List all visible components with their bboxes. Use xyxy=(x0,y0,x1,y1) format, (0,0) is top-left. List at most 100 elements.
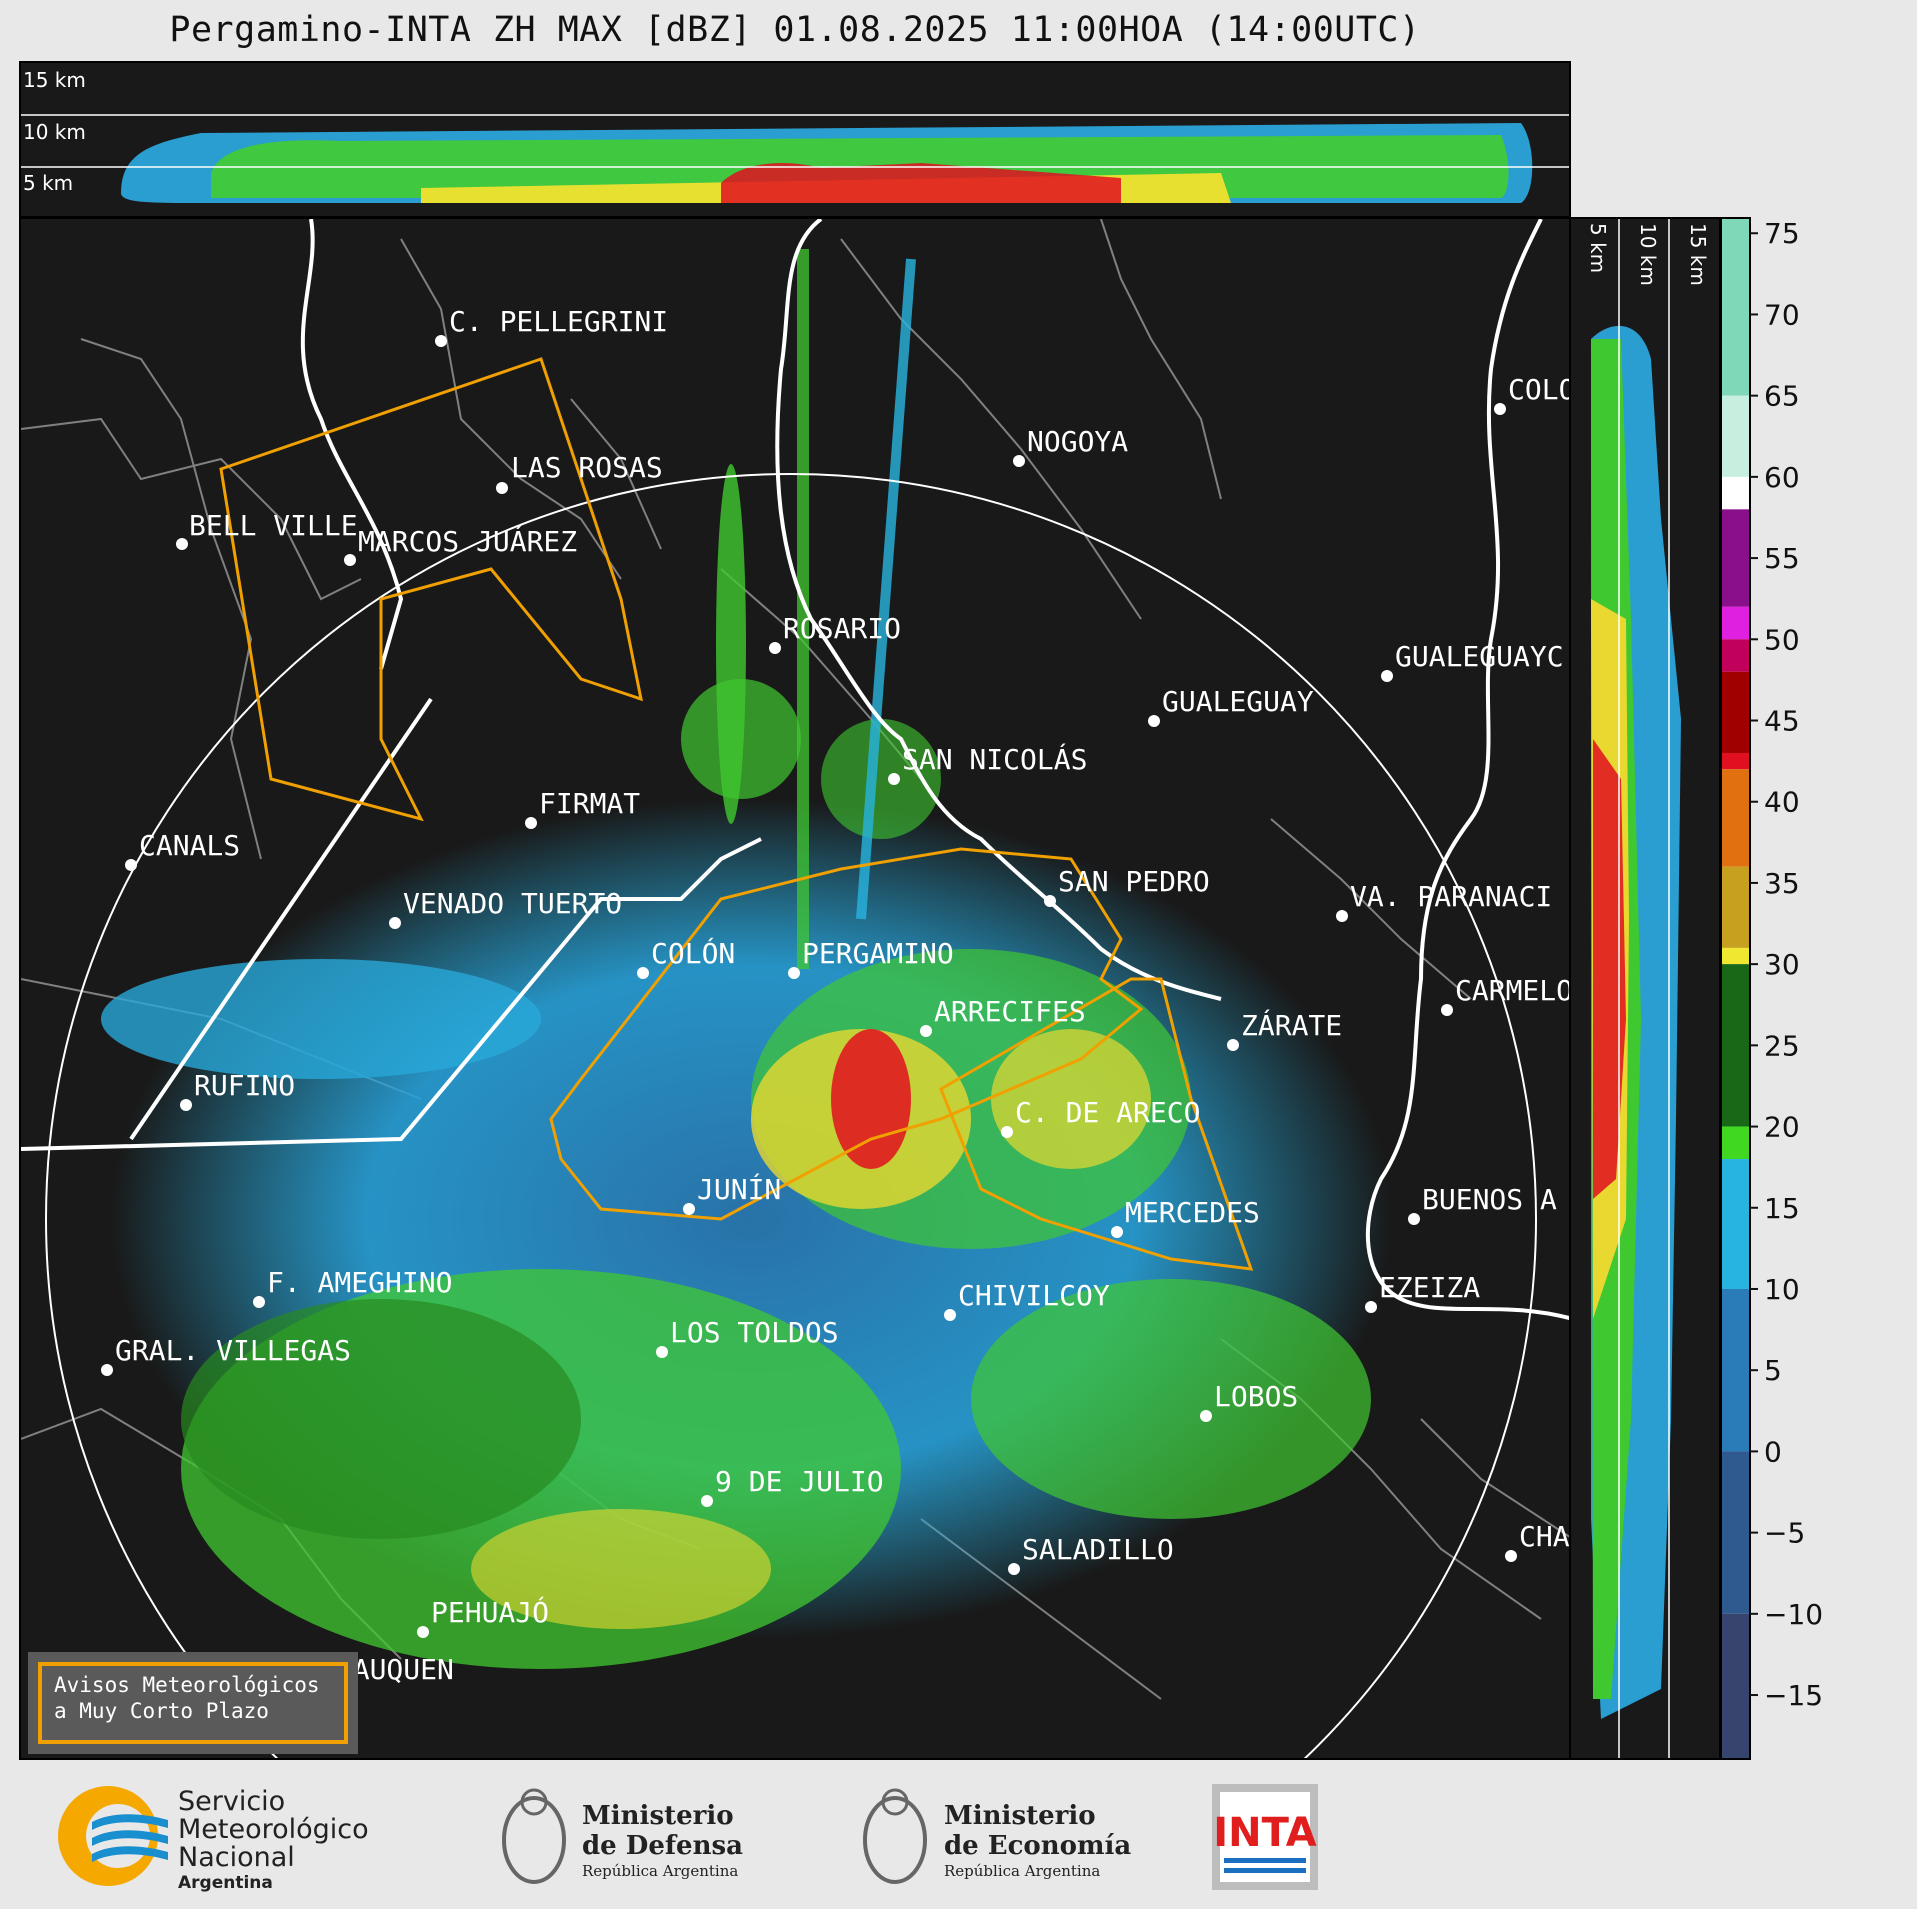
city-9-de-julio: 9 DE JULIO xyxy=(701,1465,884,1507)
city-marcos-juarez: MARCOS JUÁREZ xyxy=(344,524,577,566)
colorbar-band xyxy=(1720,217,1750,396)
colorbar-tick-label: −5 xyxy=(1764,1517,1805,1550)
city-rosario: ROSARIO xyxy=(769,612,901,654)
colorbar-band xyxy=(1720,476,1750,510)
city-canals: CANALS xyxy=(125,829,240,871)
colorbar-band xyxy=(1720,752,1750,770)
colorbar-legend: 75 70 65 60 55 50 45 40 35 30 25 20 15 10 5 0 −5 −10 −15 xyxy=(1720,217,1917,1760)
colorbar-tick-label: 40 xyxy=(1764,786,1800,819)
colorbar-border xyxy=(1720,217,1751,1760)
svg-text:LOS TOLDOS: LOS TOLDOS xyxy=(670,1316,839,1349)
svg-text:NOGOYA: NOGOYA xyxy=(1027,425,1128,458)
city-c-pellegrini: C. PELLEGRINI xyxy=(435,305,668,347)
side-alt-15km: 15 km xyxy=(1686,223,1710,286)
colorbar-tick-label: −10 xyxy=(1764,1598,1823,1631)
footer-logos: Servicio Meteorológico Nacional Argentin… xyxy=(0,1762,1917,1909)
svg-text:ROSARIO: ROSARIO xyxy=(783,612,901,645)
svg-text:C. DE ARECO: C. DE ARECO xyxy=(1015,1096,1200,1129)
city-gral-villegas: GRAL. VILLEGAS xyxy=(101,1334,351,1376)
colorbar-band xyxy=(1720,866,1750,948)
colorbar-tick-label: 65 xyxy=(1764,380,1800,413)
svg-text:JUNÍN: JUNÍN xyxy=(697,1172,781,1206)
colorbar-band xyxy=(1720,947,1750,965)
svg-text:SAN PEDRO: SAN PEDRO xyxy=(1058,865,1210,898)
colorbar-tick-label: 15 xyxy=(1764,1192,1800,1225)
svg-text:Servicio: Servicio xyxy=(178,1786,285,1817)
city-gualeguaychu: GUALEGUAYC xyxy=(1381,640,1564,682)
colorbar-band xyxy=(1720,1126,1750,1160)
svg-text:LAS ROSAS: LAS ROSAS xyxy=(511,451,663,484)
colorbar-tick-label: 25 xyxy=(1764,1029,1800,1062)
warning-legend: Avisos Meteorológicos a Muy Corto Plazo xyxy=(28,1652,358,1754)
svg-text:COLÓN: COLÓN xyxy=(651,936,735,970)
warning-polygons xyxy=(219,357,1254,1271)
city-rufino: RUFINO xyxy=(180,1069,295,1111)
side-height-profile: 5 km 10 km 15 km xyxy=(1569,217,1721,1760)
city-pergamino: PERGAMINO xyxy=(788,937,954,979)
city-buenos-aires: BUENOS A xyxy=(1408,1183,1557,1225)
city-arrecifes: ARRECIFES xyxy=(920,995,1086,1037)
smn-logo: Servicio Meteorológico Nacional Argentin… xyxy=(58,1786,369,1893)
svg-text:C. PELLEGRINI: C. PELLEGRINI xyxy=(449,305,668,338)
svg-text:LOBOS: LOBOS xyxy=(1214,1380,1298,1413)
colorbar-band xyxy=(1720,1451,1750,1614)
colorbar-tick-label: 50 xyxy=(1764,623,1800,656)
svg-text:INTA: INTA xyxy=(1213,1810,1317,1856)
svg-text:FIRMAT: FIRMAT xyxy=(539,787,640,820)
top-height-profile: 15 km 10 km 5 km xyxy=(19,61,1571,218)
svg-text:de Economía: de Economía xyxy=(944,1831,1131,1861)
colorbar-tick-label: 35 xyxy=(1764,867,1800,900)
colorbar-tick-label: 10 xyxy=(1764,1273,1800,1306)
alt-label-15km: 15 km xyxy=(23,68,86,92)
colorbar-band xyxy=(1720,671,1750,753)
city-junin: JUNÍN xyxy=(683,1172,781,1215)
svg-text:F. AMEGHINO: F. AMEGHINO xyxy=(267,1266,452,1299)
svg-text:CARMELO: CARMELO xyxy=(1455,974,1571,1007)
colorbar-band xyxy=(1720,395,1750,477)
svg-text:GRAL. VILLEGAS: GRAL. VILLEGAS xyxy=(115,1334,351,1367)
coastlines-rivers xyxy=(21,219,1569,1321)
colorbar-tick-label: 75 xyxy=(1764,217,1800,250)
svg-text:MERCEDES: MERCEDES xyxy=(1125,1196,1260,1229)
svg-text:Nacional: Nacional xyxy=(178,1842,295,1873)
ministerio-defensa-logo: Ministerio de Defensa República Argentin… xyxy=(502,1788,743,1884)
ministerio-economia-logo: Ministerio de Economía República Argenti… xyxy=(863,1788,1131,1884)
city-bell-ville: BELL VILLE xyxy=(176,509,358,550)
svg-text:ZÁRATE: ZÁRATE xyxy=(1241,1008,1342,1042)
svg-text:República Argentina: República Argentina xyxy=(944,1862,1100,1880)
city-colon-er: COLO xyxy=(1494,373,1569,415)
colorbar-tick-label: 5 xyxy=(1764,1354,1782,1387)
city-colon: COLÓN xyxy=(637,936,735,979)
side-alt-5km: 5 km xyxy=(1586,223,1610,273)
city-zarate: ZÁRATE xyxy=(1227,1008,1342,1051)
alt-label-5km: 5 km xyxy=(23,171,73,195)
warning-line1: Avisos Meteorológicos xyxy=(54,1673,320,1697)
city-c-de-areco: C. DE ARECO xyxy=(1001,1096,1200,1138)
svg-text:PERGAMINO: PERGAMINO xyxy=(802,937,954,970)
city-lobos: LOBOS xyxy=(1200,1380,1298,1422)
colorbar-tick-label: 55 xyxy=(1764,542,1800,575)
svg-text:9 DE JULIO: 9 DE JULIO xyxy=(715,1465,884,1498)
svg-text:MARCOS JUÁREZ: MARCOS JUÁREZ xyxy=(358,524,577,558)
svg-text:CANALS: CANALS xyxy=(139,829,240,862)
colorbar-tick-label: −15 xyxy=(1764,1679,1823,1712)
inta-logo: INTA xyxy=(1212,1784,1318,1890)
svg-text:PEHUAJÓ: PEHUAJÓ xyxy=(431,1595,549,1629)
city-carmelo: CARMELO xyxy=(1441,974,1571,1016)
svg-text:BUENOS A: BUENOS A xyxy=(1422,1183,1557,1216)
svg-text:Argentina: Argentina xyxy=(178,1873,273,1893)
colorbar-band xyxy=(1720,639,1750,672)
colorbar-tick-label: 0 xyxy=(1764,1435,1782,1468)
colorbar-band xyxy=(1720,606,1750,640)
city-va-paranacito: VA. PARANACI xyxy=(1336,880,1552,922)
colorbar-band xyxy=(1720,1159,1750,1289)
city-las-rosas: LAS ROSAS xyxy=(496,451,663,494)
radar-echoes xyxy=(101,249,1391,1669)
svg-text:ARRECIFES: ARRECIFES xyxy=(934,995,1086,1028)
colorbar-tick-label: 20 xyxy=(1764,1111,1800,1144)
colorbar-band xyxy=(1720,769,1750,867)
city-saladillo: SALADILLO xyxy=(1008,1533,1174,1575)
city-chivilcoy: CHIVILCOY xyxy=(944,1279,1110,1321)
colorbar-tick-label: 45 xyxy=(1764,705,1800,738)
colorbar-tick-label: 70 xyxy=(1764,298,1800,331)
